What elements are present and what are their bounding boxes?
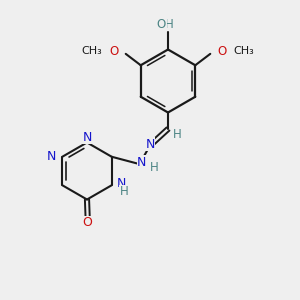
- Text: H: H: [165, 17, 174, 31]
- Text: CH₃: CH₃: [234, 46, 254, 56]
- Text: O: O: [157, 17, 166, 31]
- Text: H: H: [120, 185, 129, 198]
- Text: N: N: [117, 177, 127, 190]
- Text: H: H: [149, 161, 158, 174]
- Text: CH₃: CH₃: [81, 46, 102, 56]
- Text: N: N: [83, 130, 92, 144]
- Text: N: N: [47, 150, 56, 163]
- Text: O: O: [83, 216, 92, 230]
- Text: N: N: [145, 137, 155, 151]
- Text: O: O: [109, 45, 118, 58]
- Text: O: O: [218, 45, 227, 58]
- Text: H: H: [173, 128, 182, 141]
- Text: N: N: [137, 156, 147, 169]
